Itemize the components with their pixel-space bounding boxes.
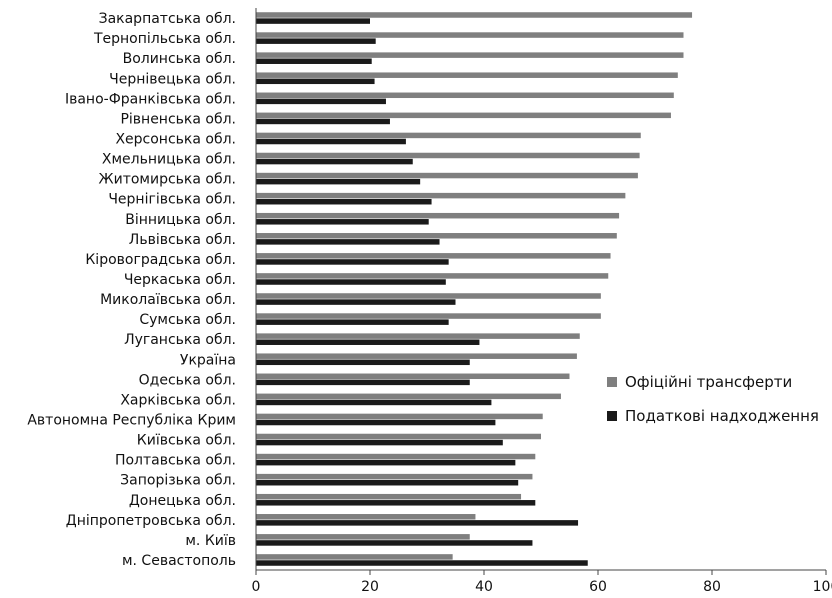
category-label: Чернівецька обл. bbox=[109, 71, 236, 87]
bar-tax-9 bbox=[256, 198, 432, 205]
category-label: Закарпатська обл. bbox=[99, 11, 236, 27]
bar-tax-16 bbox=[256, 339, 480, 345]
x-tick-label: 100 bbox=[813, 579, 832, 595]
bar-transfers-0 bbox=[256, 12, 693, 18]
category-label: Луганська обл. bbox=[124, 332, 236, 348]
bar-transfers-15 bbox=[256, 313, 601, 319]
legend-label-transfers: Офіційні трансферти bbox=[625, 373, 792, 391]
bar-transfers-9 bbox=[256, 192, 626, 199]
bar-transfers-23 bbox=[256, 473, 533, 480]
bar-transfers-16 bbox=[256, 333, 580, 339]
category-label: Івано-Франківська обл. bbox=[65, 91, 236, 107]
bar-transfers-2 bbox=[256, 52, 684, 58]
bar-transfers-13 bbox=[256, 273, 609, 279]
bar-tax-13 bbox=[256, 279, 446, 285]
category-label: Автономна Республіка Крим bbox=[27, 412, 236, 428]
category-label: Рівненська обл. bbox=[120, 111, 236, 127]
bar-transfers-3 bbox=[256, 72, 678, 78]
category-label: Хмельницька обл. bbox=[102, 152, 236, 168]
x-tick-label: 40 bbox=[475, 579, 493, 595]
category-label: Черкаська обл. bbox=[124, 272, 236, 288]
bar-tax-10 bbox=[256, 219, 429, 225]
bar-transfers-4 bbox=[256, 92, 674, 99]
bar-transfers-22 bbox=[256, 453, 536, 460]
bar-tax-26 bbox=[256, 540, 533, 546]
bar-tax-11 bbox=[256, 239, 440, 245]
bar-transfers-20 bbox=[256, 413, 543, 420]
category-label: Волинська обл. bbox=[123, 51, 236, 67]
bar-transfers-27 bbox=[256, 554, 453, 560]
bar-tax-25 bbox=[256, 520, 579, 526]
bar-transfers-10 bbox=[256, 212, 620, 219]
bar-transfers-12 bbox=[256, 253, 611, 259]
category-label: Харківська обл. bbox=[120, 392, 236, 408]
bar-tax-19 bbox=[256, 399, 492, 406]
legend-swatch-transfers bbox=[607, 377, 617, 387]
x-tick-label: 60 bbox=[589, 579, 607, 595]
bar-transfers-21 bbox=[256, 433, 541, 440]
bar-tax-2 bbox=[256, 58, 372, 64]
bar-tax-20 bbox=[256, 419, 496, 426]
bar-tax-27 bbox=[256, 560, 588, 566]
category-label: Полтавська обл. bbox=[115, 453, 236, 469]
bar-tax-15 bbox=[256, 319, 449, 325]
bar-transfers-8 bbox=[256, 172, 638, 179]
bar-tax-3 bbox=[256, 78, 375, 85]
bar-transfers-17 bbox=[256, 353, 577, 359]
category-label: Сумська обл. bbox=[139, 312, 236, 328]
bar-tax-22 bbox=[256, 459, 516, 466]
bar-tax-1 bbox=[256, 38, 376, 44]
bar-tax-17 bbox=[256, 359, 470, 366]
bar-transfers-11 bbox=[256, 233, 617, 239]
bar-transfers-25 bbox=[256, 514, 476, 520]
x-tick-label: 20 bbox=[361, 579, 379, 595]
category-label: Чернігівська обл. bbox=[108, 192, 236, 208]
bar-transfers-26 bbox=[256, 534, 470, 540]
bar-transfers-24 bbox=[256, 493, 522, 500]
bar-tax-24 bbox=[256, 500, 536, 506]
bar-tax-5 bbox=[256, 118, 390, 125]
category-label: м. Київ bbox=[185, 533, 236, 549]
bar-tax-7 bbox=[256, 158, 413, 165]
bar-tax-0 bbox=[256, 18, 370, 24]
category-label: Тернопільська обл. bbox=[93, 31, 236, 47]
category-label: Херсонська обл. bbox=[115, 131, 236, 147]
bar-transfers-1 bbox=[256, 32, 684, 38]
bar-transfers-6 bbox=[256, 132, 641, 139]
category-labels: Закарпатська обл. Тернопільська обл. Волин… bbox=[27, 11, 236, 569]
category-label: Київська обл. bbox=[137, 433, 236, 449]
bar-tax-4 bbox=[256, 98, 386, 105]
category-label: Львівська обл. bbox=[129, 232, 236, 248]
bar-tax-18 bbox=[256, 379, 470, 386]
bar-tax-6 bbox=[256, 138, 406, 145]
category-label: м. Севастополь bbox=[122, 553, 236, 569]
x-tick-label: 80 bbox=[703, 579, 721, 595]
category-label: Вінницька обл. bbox=[125, 212, 236, 228]
category-label: Житомирська обл. bbox=[99, 172, 236, 188]
x-axis-ticks: 0 20 40 60 80 100 bbox=[252, 570, 832, 595]
legend-label-tax: Податкові надходження bbox=[625, 407, 819, 425]
bar-transfers-14 bbox=[256, 293, 601, 299]
bar-tax-8 bbox=[256, 178, 421, 185]
bar-transfers-18 bbox=[256, 373, 570, 380]
category-label: Запорізька обл. bbox=[120, 473, 236, 489]
category-label: Україна bbox=[180, 352, 236, 368]
category-label: Донецька обл. bbox=[129, 493, 236, 509]
bar-transfers-5 bbox=[256, 112, 671, 119]
bar-transfers-7 bbox=[256, 152, 640, 159]
category-label: Дніпропетровська обл. bbox=[66, 513, 236, 529]
legend-swatch-tax bbox=[607, 411, 617, 421]
bar-tax-23 bbox=[256, 479, 519, 486]
category-label: Миколаївська обл. bbox=[100, 292, 236, 308]
category-label: Кіровоградська обл. bbox=[85, 252, 236, 268]
legend: Офіційні трансферти Податкові надходженн… bbox=[607, 373, 819, 425]
bar-transfers-19 bbox=[256, 393, 561, 400]
bar-tax-21 bbox=[256, 439, 503, 446]
bar-tax-12 bbox=[256, 259, 449, 265]
bar-tax-14 bbox=[256, 299, 456, 305]
category-label: Одеська обл. bbox=[139, 372, 236, 388]
bars-group bbox=[256, 12, 693, 566]
x-tick-label: 0 bbox=[252, 579, 261, 595]
